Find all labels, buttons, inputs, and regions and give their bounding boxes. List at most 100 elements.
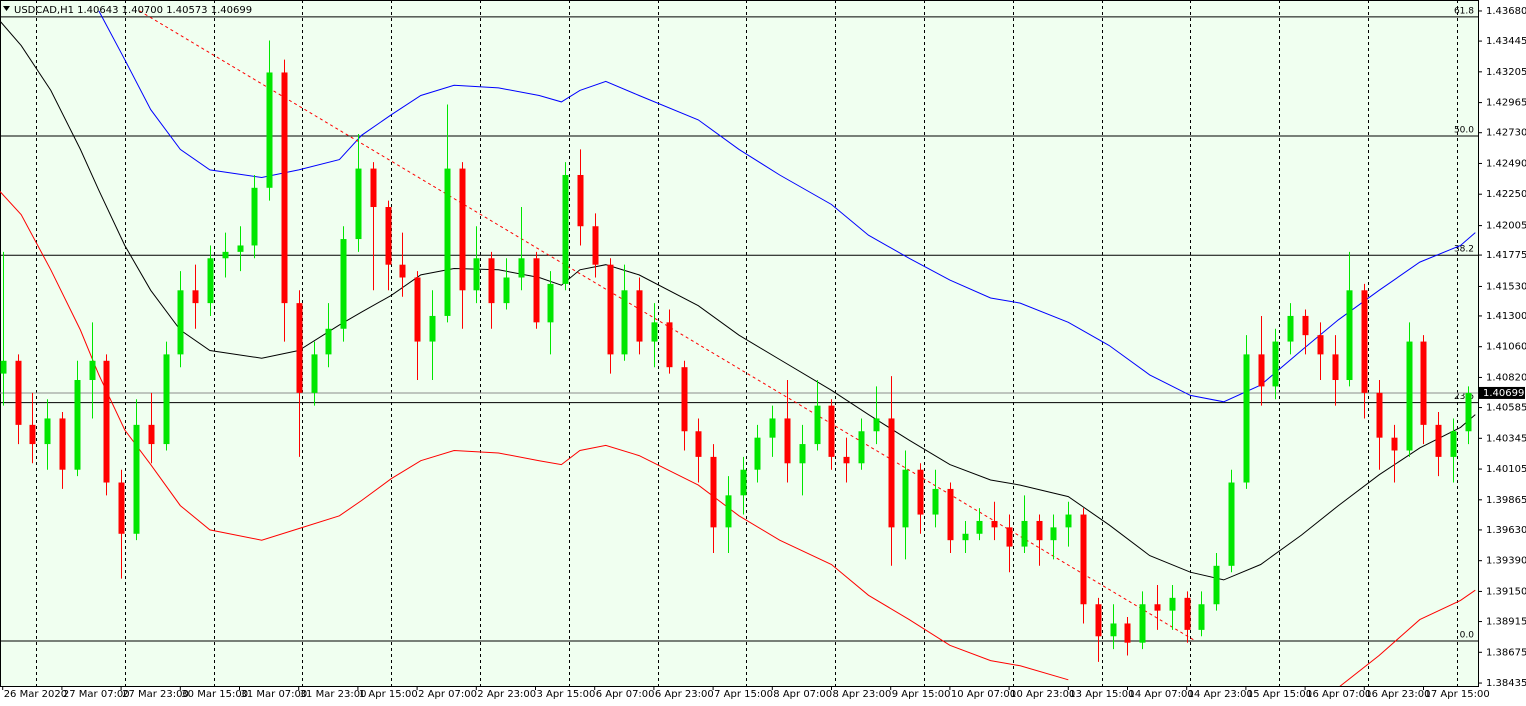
x-tick-label: 13 Apr 15:00 [1069,689,1134,700]
x-tick-label: 16 Apr 23:00 [1365,689,1430,700]
band-line [0,190,1476,686]
candle-body [1272,341,1279,387]
candle-body [1021,520,1028,547]
candle-body [1169,597,1176,611]
candle-body [843,456,850,464]
candle-body [1124,623,1131,643]
y-tick-label: 1.41300 [1486,311,1526,322]
y-tick-label: 1.43680 [1486,6,1526,17]
candle-body [429,315,436,342]
candle-body [370,168,377,208]
x-tick-label: 7 Apr 15:00 [714,689,773,700]
candle-body [325,328,332,355]
y-tick-label: 1.39390 [1486,556,1526,567]
candle-body [192,290,199,304]
candle-body [1258,354,1265,387]
candle-body [1139,604,1146,643]
candle-body [89,360,96,381]
candle-body [754,437,761,470]
candle-body [828,405,835,457]
y-tick-label: 1.40105 [1486,464,1526,475]
candle-body [1317,335,1324,355]
candle-body [281,72,288,304]
candle-body [991,520,998,528]
x-tick-label: 15 Apr 15:00 [1247,689,1312,700]
candle-body [1198,604,1205,630]
x-tick-label: 26 Mar 2020 [4,689,67,700]
y-tick-label: 1.42730 [1486,128,1526,139]
x-tick-label: 10 Apr 23:00 [1010,689,1075,700]
candle-body [15,360,22,425]
x-tick-label: 27 Mar 07:00 [63,689,130,700]
candle-body [651,322,658,342]
candle-body [784,418,791,464]
y-tick-label: 1.42965 [1486,98,1526,109]
y-tick-label: 1.40345 [1486,433,1526,444]
candle-body [266,72,273,188]
candle-body [636,290,643,342]
fibo-label: 23.6 [1454,392,1474,402]
fibo-label: 50.0 [1454,126,1474,136]
candle-body [59,418,66,470]
x-tick-label: 10 Apr 07:00 [951,689,1016,700]
candle-body [814,405,821,445]
candle-body [1420,341,1427,425]
y-tick-label: 1.38915 [1486,617,1526,628]
y-tick-label: 1.38435 [1486,678,1526,689]
candle-body [44,418,51,445]
plot: 61.8 50.0 38.2 23.6 0.0 [0,0,1478,686]
candle-body [917,469,924,515]
candle-body [503,277,510,304]
candle-body [296,303,303,393]
candle-body [355,168,362,240]
x-tick-label: 17 Apr 15:00 [1424,689,1489,700]
candle-body [74,380,81,470]
candle-body [518,258,525,278]
candle-body [858,431,865,464]
candle-body [163,354,170,445]
y-tick-label: 1.40820 [1486,372,1526,383]
candle-body [873,418,880,432]
candle-body [547,283,554,323]
candle-body [1406,341,1413,451]
candle-body [1376,392,1383,438]
candle-body [1095,604,1102,637]
candle-body [1465,392,1472,432]
x-tick-label: 27 Mar 23:00 [122,689,189,700]
fibo-label: 0.0 [1460,631,1475,641]
fibo-label: 61.8 [1454,6,1474,16]
price-label-box [1479,386,1525,399]
candle-body [1228,482,1235,566]
y-tick-label: 1.42250 [1486,189,1526,200]
candle-body [1184,597,1191,630]
candle-body [237,245,244,252]
x-tick-label: 14 Apr 23:00 [1188,689,1253,700]
candle-body [133,424,140,534]
candle-body [118,482,125,534]
candle-body [103,360,110,483]
y-tick-label: 1.43445 [1486,36,1526,47]
candle-body [148,424,155,445]
x-tick-label: 8 Apr 23:00 [832,689,891,700]
x-tick-label: 8 Apr 07:00 [773,689,832,700]
candle-body [0,360,7,374]
candle-body [740,469,747,496]
candle-body [695,431,702,457]
candle-body [1243,354,1250,483]
x-tick-label: 31 Mar 07:00 [241,689,308,700]
candle-body [399,264,406,278]
x-tick-label: 16 Apr 07:00 [1306,689,1371,700]
menu-icon[interactable] [3,6,10,11]
candle-body [1065,514,1072,528]
candle-body [251,187,258,246]
y-tick-label: 1.39150 [1486,586,1526,597]
candle-body [29,424,36,445]
candle-body [1213,565,1220,605]
candle-body [947,488,954,541]
x-tick-label: 9 Apr 15:00 [892,689,951,700]
candle-body [562,174,569,284]
candle-body [533,258,540,323]
candle-body [1361,290,1368,393]
candle-body [666,322,673,368]
